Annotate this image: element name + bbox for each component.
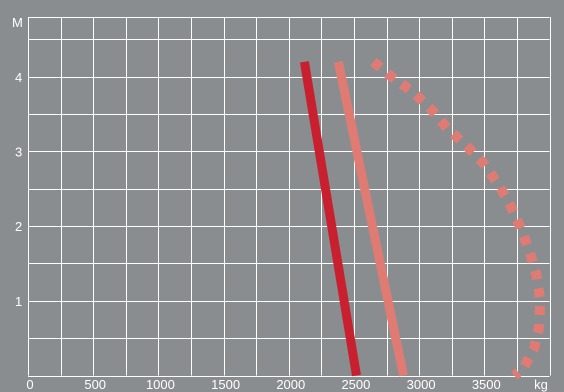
x-tick-label-4: 2000: [276, 377, 305, 392]
y-tick-label-1: 2: [15, 219, 22, 234]
series-0-line: [299, 61, 361, 377]
x-tick-label-2: 1000: [146, 377, 175, 392]
series-layer: [299, 57, 546, 380]
series-1-line: [333, 60, 408, 377]
y-tick-label-3: 4: [15, 70, 22, 85]
x-tick-label-5: 2500: [341, 377, 370, 392]
x-tick-label-3: 1500: [211, 377, 240, 392]
grid: [28, 17, 551, 377]
series-2-line: [370, 57, 546, 380]
y-tick-label-2: 3: [15, 144, 22, 159]
x-tick-label-7: 3500: [472, 377, 501, 392]
y-axis-label: M: [12, 15, 23, 30]
x-axis-label: kg: [534, 377, 548, 392]
x-tick-label-6: 3000: [407, 377, 436, 392]
axis-labels: 0 500 1000 1500 2000 2500 3000 3500 1 2 3 4 kg M: [12, 15, 548, 392]
y-tick-label-0: 1: [15, 294, 22, 309]
x-tick-label-1: 500: [84, 377, 106, 392]
x-tick-label-0: 0: [26, 377, 33, 392]
